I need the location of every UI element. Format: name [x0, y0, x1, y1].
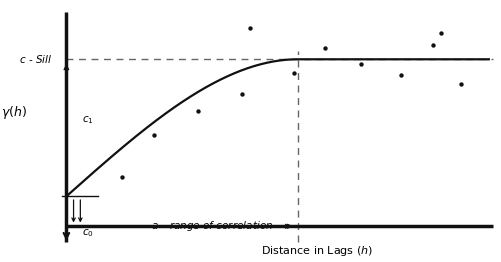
Point — [118, 175, 126, 179]
Point — [322, 46, 330, 50]
Text: $c_0$: $c_0$ — [82, 227, 94, 239]
Text: Distance in Lags ($h$): Distance in Lags ($h$) — [262, 244, 374, 258]
Point — [150, 133, 158, 137]
Point — [290, 71, 298, 75]
Point — [194, 109, 202, 113]
Text: $c$ - Sill: $c$ - Sill — [19, 53, 53, 65]
Point — [457, 83, 465, 87]
Point — [397, 73, 405, 77]
Point — [238, 92, 246, 96]
Text: $\gamma(h)$: $\gamma(h)$ — [1, 103, 27, 121]
Point — [245, 26, 254, 30]
Point — [357, 62, 365, 66]
Text: $a$ – range of correlation: $a$ – range of correlation — [151, 219, 273, 233]
Text: $c_1$: $c_1$ — [82, 114, 94, 126]
Point — [429, 43, 437, 47]
Point — [437, 30, 445, 35]
